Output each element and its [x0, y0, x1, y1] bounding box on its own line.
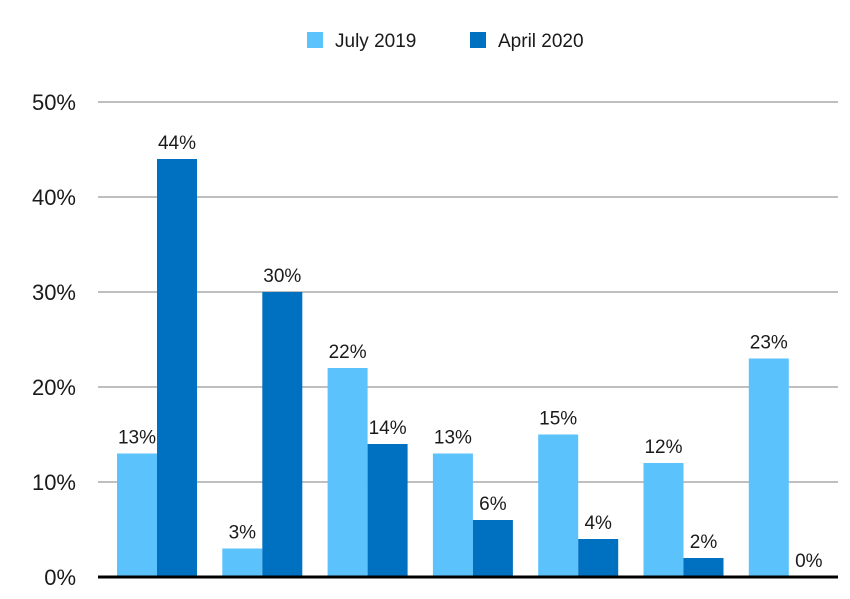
bar-july-2019 [748, 358, 789, 577]
data-label: 23% [750, 333, 788, 354]
y-tick-label: 40% [32, 185, 76, 210]
data-label: 6% [479, 494, 507, 515]
bar-april-2020 [683, 558, 724, 577]
legend-label: April 2020 [498, 31, 584, 52]
bar-july-2019 [432, 453, 473, 577]
y-axis: 0% 10% 20% 30% 40% 50% [32, 90, 76, 590]
data-labels: 13% 3% 22% 13% 15% 12% 23% 44% 30% 14% 6% 4% 2% 0% [118, 133, 823, 572]
bar-july-2019 [222, 548, 263, 577]
bar-july-2019 [643, 463, 684, 577]
data-label: 14% [369, 418, 407, 439]
y-tick-label: 30% [32, 280, 76, 305]
legend-swatch [307, 32, 323, 48]
legend-label: July 2019 [335, 31, 416, 52]
legend: July 2019 April 2020 [307, 31, 584, 52]
data-label: 12% [644, 437, 682, 458]
data-label: 13% [434, 428, 472, 449]
bar-april-2020 [262, 292, 303, 577]
data-label: 13% [118, 428, 156, 449]
bar-july-2019 [117, 453, 157, 577]
y-tick-label: 10% [32, 470, 76, 495]
y-tick-label: 0% [44, 565, 76, 590]
data-label: 4% [584, 513, 612, 534]
bar-april-2020 [472, 520, 513, 577]
gridlines [98, 101, 838, 483]
bar-april-2020 [157, 159, 197, 577]
legend-swatch [470, 32, 486, 48]
bars [117, 159, 789, 577]
bar-april-2020 [578, 539, 619, 577]
data-label: 44% [158, 133, 196, 154]
data-label: 30% [263, 266, 301, 287]
data-label: 15% [539, 409, 577, 430]
bar-july-2019 [327, 368, 368, 577]
data-label: 22% [329, 342, 367, 363]
y-tick-label: 20% [32, 375, 76, 400]
bar-july-2019 [538, 434, 579, 577]
data-label: 2% [690, 532, 718, 553]
y-tick-label: 50% [32, 90, 76, 115]
data-label: 0% [795, 551, 823, 572]
data-label: 3% [229, 523, 257, 544]
bar-april-2020 [367, 444, 408, 577]
